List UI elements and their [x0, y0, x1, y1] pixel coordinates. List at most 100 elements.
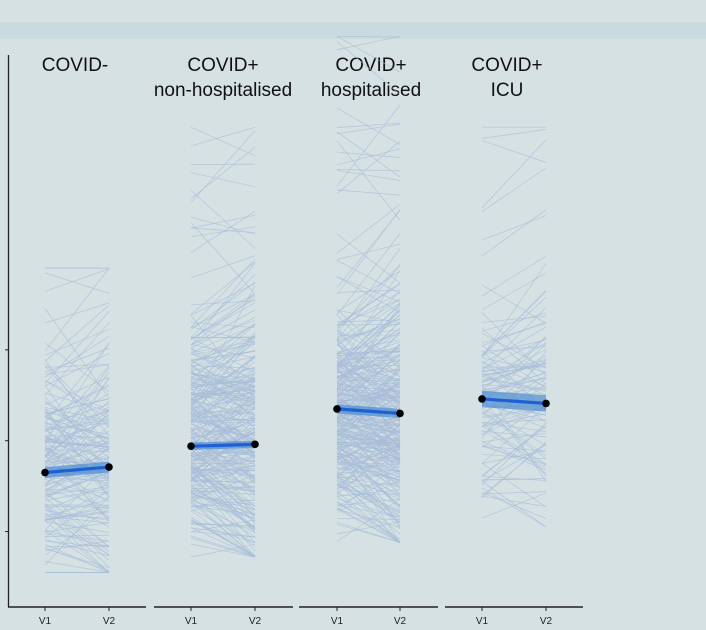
individual-line — [44, 435, 110, 462]
individual-line — [190, 408, 256, 431]
individual-line — [481, 491, 547, 519]
x-tick-label-v1: V1 — [331, 616, 344, 627]
individual-line — [44, 408, 110, 440]
individual-line — [481, 355, 547, 389]
individual-line — [44, 489, 110, 538]
individual-line — [44, 342, 110, 393]
individual-line — [190, 465, 256, 488]
individual-line — [336, 148, 401, 166]
individual-line — [336, 356, 401, 431]
individual-line — [336, 131, 401, 178]
individual-line — [190, 537, 256, 558]
individual-line — [44, 494, 110, 528]
individual-line — [44, 443, 110, 520]
individual-line — [44, 408, 110, 498]
individual-line — [336, 447, 401, 486]
individual-line — [336, 307, 401, 392]
individual-line — [336, 521, 401, 543]
individual-line — [44, 412, 110, 423]
individual-line — [336, 392, 401, 459]
individual-line — [190, 392, 256, 401]
individual-line — [336, 380, 401, 414]
individual-line — [481, 326, 547, 365]
individual-line — [336, 189, 401, 196]
individual-line — [481, 129, 547, 139]
individual-line — [481, 215, 547, 241]
individual-line — [190, 411, 256, 422]
individual-line — [44, 425, 110, 448]
individual-line — [190, 172, 256, 188]
individual-line — [336, 355, 401, 362]
individual-line — [190, 332, 256, 404]
individual-line — [190, 497, 256, 501]
individual-line — [190, 356, 256, 372]
individual-line — [190, 543, 256, 558]
individual-line — [190, 510, 256, 558]
facet-title-covid-nonhospitalised: COVID+ non-hospitalised — [153, 55, 293, 101]
individual-line — [481, 339, 547, 356]
individual-line — [44, 423, 110, 435]
individual-line — [336, 35, 401, 38]
mean-point-v1 — [41, 468, 49, 477]
individual-line — [481, 140, 547, 163]
x-tick-label-v1: V1 — [185, 616, 198, 627]
individual-line — [190, 523, 256, 527]
individual-line — [336, 442, 401, 510]
individual-line — [44, 367, 110, 456]
individual-line — [44, 272, 110, 294]
individual-line — [190, 392, 256, 451]
individual-line — [190, 226, 256, 238]
individual-line — [336, 107, 401, 145]
individual-line — [336, 361, 401, 380]
individual-line — [481, 475, 547, 482]
x-tick-label-v1: V1 — [39, 616, 52, 627]
individual-line — [481, 412, 547, 459]
individual-line — [190, 381, 256, 437]
individual-line — [190, 214, 256, 229]
individual-line — [44, 421, 110, 444]
individual-line — [190, 369, 256, 429]
individual-line — [190, 484, 256, 492]
individual-line — [44, 384, 110, 478]
individual-line — [336, 368, 401, 443]
individual-line — [481, 284, 547, 324]
individual-line — [336, 476, 401, 543]
individual-line — [481, 263, 547, 358]
individual-line — [481, 363, 547, 373]
individual-line — [190, 309, 256, 346]
individual-line — [336, 276, 401, 303]
individual-line — [44, 510, 110, 521]
individual-line — [190, 216, 256, 235]
mean-line-covid-icu — [480, 397, 548, 406]
individual-line — [336, 452, 401, 470]
individual-line — [190, 521, 256, 530]
individual-line — [481, 462, 547, 508]
individual-line — [190, 324, 256, 353]
individual-line — [481, 332, 547, 369]
individual-line — [336, 360, 401, 402]
individual-line — [336, 170, 401, 181]
individual-line — [190, 335, 256, 364]
individual-line — [336, 204, 401, 254]
individual-line — [190, 412, 256, 445]
individual-line — [336, 122, 401, 128]
individual-line — [190, 381, 256, 384]
individual-line — [190, 444, 256, 479]
individual-line — [336, 141, 401, 195]
individual-line — [336, 495, 401, 543]
individual-line — [336, 276, 401, 313]
individual-line — [190, 372, 256, 396]
individual-line — [336, 304, 401, 366]
individual-line — [336, 382, 401, 425]
individual-line — [44, 414, 110, 462]
individual-line — [336, 413, 401, 427]
individual-line — [481, 338, 547, 370]
individual-line — [336, 443, 401, 476]
individual-line — [336, 259, 401, 294]
individual-line — [190, 497, 256, 538]
individual-line — [190, 465, 256, 487]
individual-line — [190, 324, 256, 380]
individual-line — [190, 535, 256, 557]
individual-line — [190, 467, 256, 477]
